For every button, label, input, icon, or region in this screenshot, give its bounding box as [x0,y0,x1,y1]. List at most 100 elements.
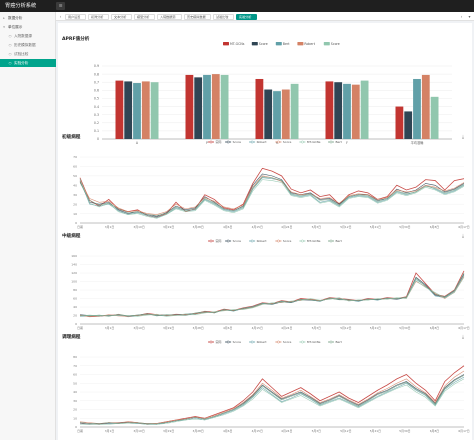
legend-label: Score [233,340,242,344]
legend-label: Score [331,42,340,46]
bar [194,77,203,139]
legend-swatch [275,42,282,46]
main-content: APRF值分析 0.9 0.8 0.7 0.6 0.5 0.4 0.3 0.2 0.1 0 A P R F… [58,23,472,440]
legend-label: Robert [257,239,268,243]
y-tick-label: 0.2 [94,121,99,125]
x-tick-label: 4月24日 [281,326,292,330]
y-tick-label: 70 [73,364,77,368]
download-icon[interactable]: ⤓ [462,335,464,340]
x-tick-label: 6月17日 [458,225,469,229]
legend-label: 实际 [216,139,222,144]
x-tick-label: 5月30日 [399,326,410,330]
legend-label: Bert [336,140,343,144]
chart-title: 调理病程 [62,335,81,340]
bar [351,84,360,139]
bar [395,106,404,139]
sidebar-item-label: 历史模拟数据 [14,43,36,47]
legend-marker [301,140,304,144]
series-line [79,175,465,215]
line-chart-intermediate: 160 140 120 100 80 60 40 20 0日期 3月1日 3月10日 3月19日 3月2… [71,238,469,330]
tab-user-settings[interactable]: 用户设置 [65,13,86,20]
chevron-right-icon[interactable]: › [460,13,463,19]
tab-history[interactable]: 历史模拟数据 [184,13,211,20]
legend-marker [329,340,333,344]
tab-trial[interactable]: 试验比较 [213,13,234,20]
sidebar-item-trial-compare[interactable]: ○ 试验比较 [0,50,56,58]
legend-label: Score [283,340,292,344]
download-icon[interactable]: ⤓ [462,234,464,239]
menu-icon[interactable]: ☰ [56,2,65,10]
x-tick-label: 3月10日 [133,225,144,229]
y-tick-label: 80 [73,288,77,292]
series-line [80,378,465,425]
x-tick-label: 3月28日 [192,429,203,433]
tab-text[interactable]: 文本分析 [111,13,132,20]
x-tick-label: 日期 [77,428,83,433]
sidebar-item-experiment[interactable]: ○ 实验分析 [0,59,56,67]
x-tick-label: 3月19日 [163,225,174,229]
tab-screening[interactable]: 初筛分析 [88,13,109,20]
x-tick-label: 3月1日 [105,326,115,330]
x-tick-label: 3月19日 [163,326,174,330]
sidebar-item-label: 入院数据源 [14,34,32,38]
y-tick-label: 0 [75,221,77,225]
legend-marker [226,340,230,344]
chart-title: 中级病程 [62,234,81,239]
legend-marker [301,239,304,243]
legend-marker [329,239,333,243]
bar [404,111,413,139]
x-tick-label: 5月30日 [399,429,410,433]
download-icon[interactable]: ⤓ [462,135,464,140]
x-tick-label: 3月1日 [105,225,115,229]
legend-label: Bert [336,239,343,243]
legend-label: MT-GCNs [307,340,321,344]
legend-label: MT-GCNs [307,239,321,243]
sidebar-item-unit-display[interactable]: ▾ 单位展示 [0,23,56,31]
x-tick-label: 3月1日 [105,429,115,433]
chevron-left-icon[interactable]: ‹ [59,13,62,19]
chevron-down-icon[interactable]: ▾ [468,13,471,19]
x-tick-label: 5月3日 [312,429,322,433]
legend-marker [209,239,213,243]
y-tick-label: 120 [71,271,77,275]
app-title: 胃癌分析系统 [5,3,37,9]
bar [220,74,229,139]
legend-marker [301,340,304,344]
y-tick-label: 10 [73,416,77,420]
y-tick-label: 20 [73,314,77,318]
x-tick-label: 日期 [77,325,83,330]
legend-label: MT-GCNs [307,140,321,144]
sidebar-item-history-data[interactable]: ○ 历史模拟数据 [0,41,56,49]
legend-label: Score [233,239,242,243]
bar [115,80,124,139]
y-tick-label: 0 [75,322,77,326]
bar [430,96,439,139]
y-tick-label: 0.4 [94,105,99,109]
bar-chart: 0.9 0.8 0.7 0.6 0.5 0.4 0.3 0.2 0.1 0 A P R F 平均准确 MT-G… [94,42,452,145]
x-tick-label: 5月3日 [312,326,322,330]
y-tick-label: 0.1 [94,129,99,133]
x-tick-label: P [206,141,208,145]
legend-label: Score [259,42,268,46]
x-tick-label: 5月21日 [370,429,381,433]
bar [133,83,141,139]
bar [334,82,343,139]
bar [343,83,351,139]
y-tick-label: 0.7 [94,80,99,84]
bar [264,89,273,139]
tab-admission[interactable]: 入院数据源 [157,13,182,20]
legend-swatch [223,42,229,46]
y-tick-label: 50 [73,381,77,385]
legend-label: MT-GCNs [230,42,245,46]
triangle-icon: ▾ [3,25,5,29]
sidebar-item-admission-data[interactable]: ○ 入院数据源 [0,32,56,40]
legend-label: 实际 [216,339,222,344]
sidebar-item-data-analysis[interactable]: ▸ 数据分析 [0,14,56,22]
legend-label: Robert [257,340,268,344]
tab-experiment[interactable]: 实验分析 [236,13,257,20]
x-tick-label: 4月6日 [223,326,233,330]
x-tick-label: R [276,141,279,145]
tab-model[interactable]: 模型分析 [134,13,155,20]
y-tick-label: 10 [73,212,77,216]
legend-marker [250,239,254,243]
